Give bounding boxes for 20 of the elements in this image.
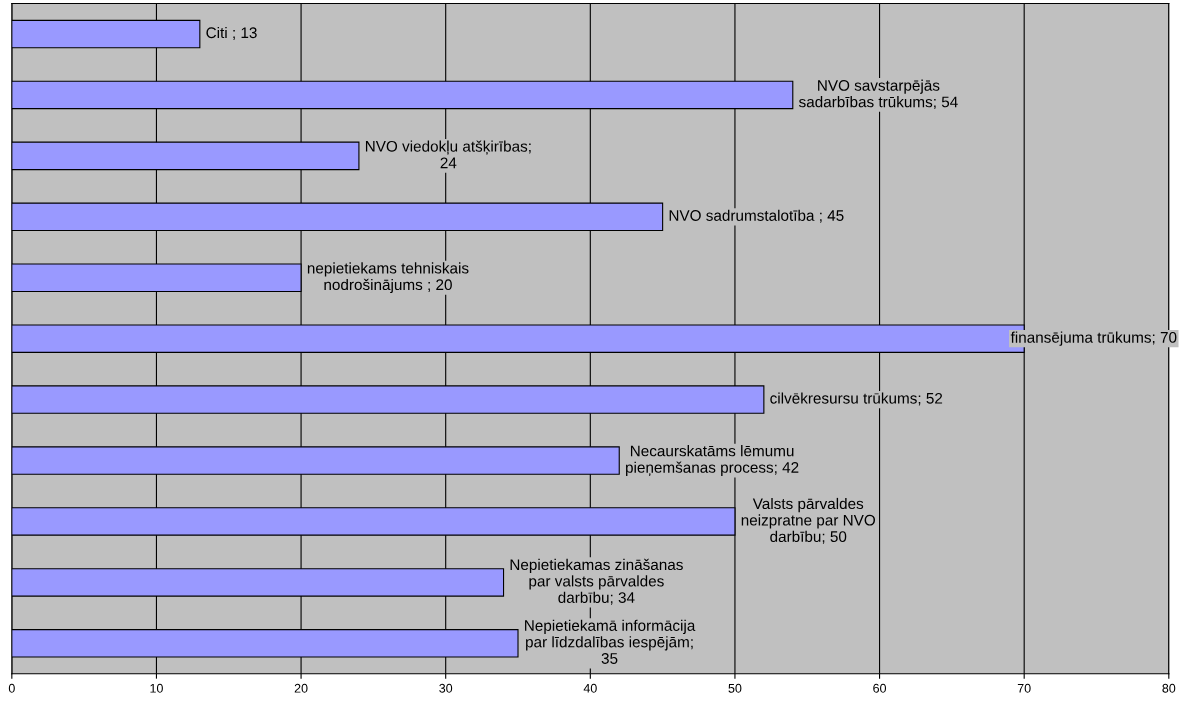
x-tick-label: 30: [439, 683, 453, 693]
x-tick-label: 0: [8, 683, 15, 693]
data-label: NVO sadrumstalotība ; 45: [669, 209, 844, 223]
x-tick-label: 50: [728, 683, 742, 693]
x-tick-label: 20: [294, 683, 308, 693]
data-label: Valsts pārvaldes neizpratne par NVO darbību; 50: [741, 497, 876, 544]
data-label: cilvēkresursu trūkums; 52: [770, 392, 943, 406]
data-label: Nepietiekamas zināšanas par valsts pārvaldes darbību; 34: [510, 558, 683, 605]
x-tick-label: 60: [873, 683, 887, 693]
x-tick-label: 80: [1162, 683, 1176, 693]
x-tick-label: 40: [583, 683, 597, 693]
data-label: nepietiekams tehniskais nodrošinājums ; 20: [307, 262, 469, 294]
x-tick-label: 70: [1017, 683, 1031, 693]
data-label: NVO savstarpējās sadarbības trūkums; 54: [799, 79, 958, 110]
data-label: finansējuma trūkums; 70: [1010, 331, 1177, 346]
x-tick-label: 10: [150, 683, 163, 693]
data-label: Citi ; 13: [206, 26, 257, 40]
data-label: NVO viedokļu atšķirības; 24: [365, 140, 531, 169]
data-label: Nepietiekamā informācija par līdzdalības iespējām; 35: [525, 619, 696, 664]
data-label: Necaurskatāms lēmumu pieņemšanas process; 42: [626, 445, 799, 476]
